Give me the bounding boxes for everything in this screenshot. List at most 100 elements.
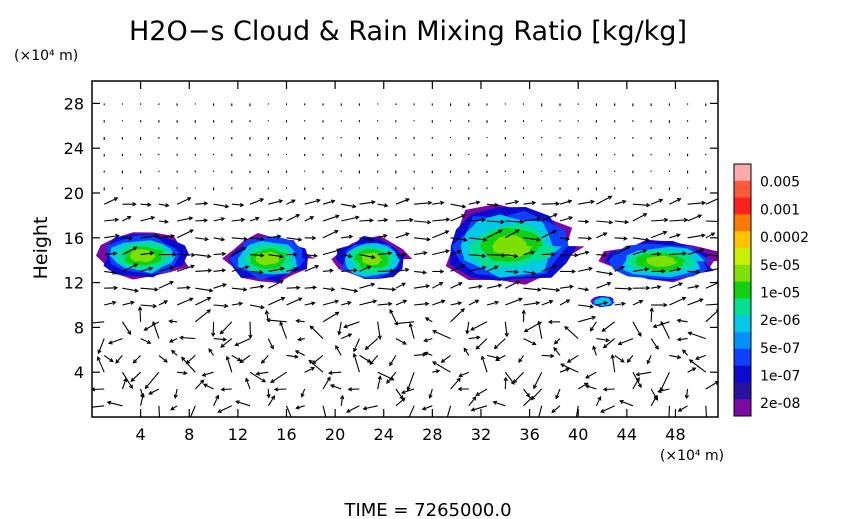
- y-tick-label: 28: [64, 94, 84, 113]
- wind-arrow-head: [694, 356, 700, 361]
- wind-arrow: [486, 229, 502, 239]
- wind-arrow: [97, 338, 105, 354]
- wind-arrow-head: [463, 237, 468, 242]
- wind-arrow-head: [402, 299, 408, 304]
- wind-arrow-head: [273, 387, 279, 392]
- wind-arrow: [296, 405, 305, 409]
- wind-arrow-head: [87, 322, 90, 325]
- wind-arrow-head: [423, 338, 428, 343]
- wind-arrow: [322, 215, 339, 222]
- wind-arrow-head: [564, 325, 569, 331]
- wind-arrow: [213, 338, 227, 341]
- wind-arrow-head: [334, 229, 339, 234]
- wind-arrow: [432, 282, 443, 289]
- wind-arrow-head: [715, 309, 718, 313]
- wind-arrow-head: [280, 266, 285, 272]
- wind-arrow: [267, 388, 270, 398]
- wind-arrow-head: [531, 200, 537, 206]
- x-tick-label: 8: [184, 425, 194, 444]
- wind-arrow-head: [512, 379, 518, 384]
- wind-arrow: [450, 214, 465, 222]
- wind-arrow: [476, 338, 488, 350]
- wind-arrow-head: [518, 297, 523, 302]
- wind-arrow: [377, 287, 396, 291]
- wind-arrow: [377, 219, 388, 222]
- wind-arrow: [523, 218, 541, 222]
- wind-arrow: [359, 237, 373, 241]
- wind-arrow: [650, 199, 663, 205]
- wind-arrow-head: [444, 230, 450, 235]
- wind-arrow: [296, 320, 305, 323]
- wind-arrow: [341, 269, 357, 272]
- wind-arrow: [450, 377, 461, 390]
- wind-arrow-head: [163, 358, 168, 363]
- wind-arrow-head: [514, 269, 519, 275]
- wind-arrow: [158, 354, 168, 363]
- wind-arrow-head: [133, 263, 139, 268]
- wind-arrow: [432, 330, 451, 340]
- wind-arrow: [650, 308, 653, 322]
- wind-arrow-head: [588, 266, 594, 272]
- wind-arrow-head: [624, 219, 630, 225]
- wind-arrow-head: [150, 215, 156, 221]
- wind-arrow-head: [369, 218, 374, 223]
- wind-arrow-head: [494, 265, 499, 270]
- wind-arrow-head: [432, 329, 437, 334]
- wind-arrow: [486, 301, 499, 306]
- wind-arrow-head: [480, 355, 485, 361]
- wind-arrow-head: [676, 198, 682, 202]
- wind-arrow-head: [691, 367, 697, 372]
- wind-arrow-head: [424, 301, 430, 306]
- wind-arrow: [567, 354, 579, 363]
- wind-arrow: [389, 355, 397, 366]
- wind-arrow-head: [188, 216, 194, 221]
- wind-arrow: [596, 220, 613, 224]
- wind-arrow: [468, 266, 486, 272]
- wind-arrow-head: [620, 358, 625, 363]
- wind-arrow: [669, 252, 686, 256]
- wind-arrow-head: [347, 333, 353, 338]
- wind-arrow: [450, 250, 462, 256]
- wind-arrow-head: [587, 236, 593, 241]
- wind-arrow: [308, 360, 324, 373]
- wind-arrow-head: [128, 384, 133, 389]
- wind-arrow-head: [295, 214, 301, 219]
- wind-arrow: [632, 321, 642, 337]
- wind-arrow: [595, 396, 601, 407]
- wind-arrow: [270, 371, 287, 383]
- time-footer: TIME = 7265000.0: [343, 500, 511, 519]
- wind-arrow: [286, 214, 300, 222]
- wind-arrow-head: [676, 318, 682, 323]
- wind-arrow: [414, 237, 430, 241]
- wind-arrow-head: [662, 230, 668, 235]
- wind-arrow-head: [687, 331, 693, 336]
- wind-arrow-head: [551, 408, 556, 414]
- colorbar-frame: [733, 163, 752, 417]
- wind-arrow-head: [132, 202, 137, 207]
- wind-arrow: [359, 254, 375, 259]
- wind-arrow: [122, 246, 137, 256]
- wind-arrow: [195, 287, 213, 292]
- wind-arrow-head: [115, 359, 120, 364]
- wind-arrow: [541, 287, 560, 291]
- wind-arrow-head: [389, 308, 394, 314]
- wind-arrow: [669, 354, 681, 359]
- wind-arrow-head: [514, 199, 520, 205]
- wind-arrow-head: [406, 386, 411, 392]
- wind-arrow: [632, 371, 642, 388]
- wind-arrow: [596, 254, 607, 256]
- wind-arrow: [705, 303, 718, 306]
- wind-arrow: [578, 287, 589, 291]
- wind-arrow: [386, 371, 397, 384]
- wind-arrow-head: [337, 330, 342, 336]
- x-tick-label: 32: [471, 425, 491, 444]
- wind-arrow: [695, 354, 706, 360]
- wind-arrow-head: [189, 297, 194, 302]
- x-unit-label: (×10⁴ m): [660, 448, 724, 464]
- wind-arrow: [377, 321, 381, 339]
- wind-arrow-head: [211, 332, 216, 338]
- wind-arrow-head: [179, 335, 184, 340]
- wind-arrow-head: [164, 219, 169, 224]
- wind-arrow-head: [295, 405, 300, 410]
- wind-arrow: [653, 321, 670, 328]
